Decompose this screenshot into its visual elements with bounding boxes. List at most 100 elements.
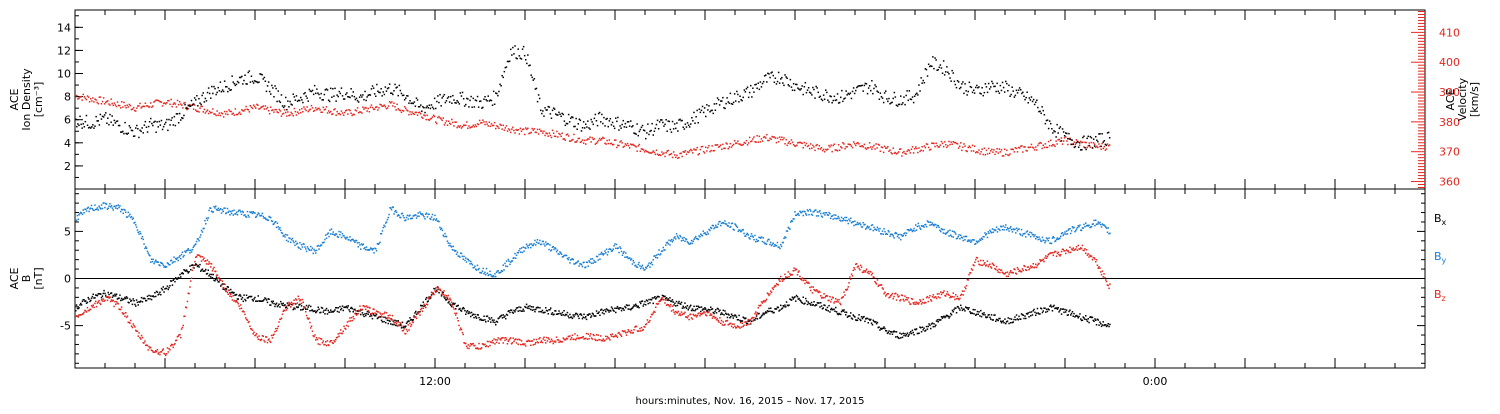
data-point	[131, 216, 133, 218]
data-point	[779, 82, 781, 84]
data-point	[674, 123, 676, 125]
data-point	[485, 274, 487, 276]
data-point	[1079, 313, 1081, 315]
data-point	[675, 305, 677, 307]
data-point	[971, 240, 973, 242]
data-point	[228, 294, 230, 296]
data-point	[448, 96, 450, 98]
data-point	[843, 309, 845, 311]
data-point	[213, 274, 215, 276]
data-point	[808, 210, 810, 212]
data-point	[827, 100, 829, 102]
data-point	[504, 130, 506, 132]
data-point	[138, 304, 140, 306]
data-point	[1043, 110, 1045, 112]
data-point	[106, 296, 108, 298]
data-point	[118, 303, 120, 305]
data-point	[273, 334, 275, 336]
data-point	[877, 227, 879, 229]
data-point	[1027, 230, 1029, 232]
data-point	[828, 145, 830, 147]
data-point	[158, 126, 160, 128]
data-point	[463, 98, 465, 100]
data-point	[539, 129, 541, 131]
data-point	[253, 298, 255, 300]
data-point	[615, 118, 617, 120]
data-point	[918, 225, 920, 227]
data-point	[685, 124, 687, 126]
data-point	[92, 97, 94, 99]
data-point	[957, 143, 959, 145]
data-point	[295, 241, 297, 243]
data-point	[368, 314, 370, 316]
data-point	[1005, 323, 1007, 325]
data-point	[672, 241, 674, 243]
data-point	[440, 118, 442, 120]
data-point	[493, 125, 495, 127]
data-point	[1044, 242, 1046, 244]
data-point	[119, 294, 121, 296]
data-point	[1031, 232, 1033, 234]
data-point	[266, 336, 268, 338]
data-point	[242, 83, 244, 85]
data-point	[728, 314, 730, 316]
data-point	[911, 229, 913, 231]
data-point	[359, 96, 361, 98]
data-point	[1015, 95, 1017, 97]
data-point	[1013, 319, 1015, 321]
data-point	[638, 262, 640, 264]
data-point	[976, 85, 978, 87]
data-point	[344, 237, 346, 239]
data-point	[803, 215, 805, 217]
data-point	[111, 103, 113, 105]
data-point	[294, 245, 296, 247]
data-point	[482, 107, 484, 109]
data-point	[434, 98, 436, 100]
data-point	[425, 119, 427, 121]
data-point	[140, 300, 142, 302]
data-point	[525, 59, 527, 61]
data-point	[494, 104, 496, 106]
data-point	[239, 210, 241, 212]
data-point	[995, 321, 997, 323]
data-point	[166, 102, 168, 104]
data-point	[117, 208, 119, 210]
data-point	[947, 145, 949, 147]
data-point	[291, 104, 293, 106]
data-point	[694, 237, 696, 239]
data-point	[166, 288, 168, 290]
data-point	[1084, 226, 1086, 228]
data-point	[686, 154, 688, 156]
data-point	[561, 133, 563, 135]
data-point	[85, 209, 87, 211]
data-point	[870, 90, 872, 92]
data-point	[444, 233, 446, 235]
data-point	[656, 297, 658, 299]
data-point	[1034, 234, 1036, 236]
data-point	[163, 286, 165, 288]
data-point	[640, 268, 642, 270]
data-point	[303, 244, 305, 246]
data-point	[1014, 96, 1016, 98]
data-point	[808, 214, 810, 216]
data-point	[913, 230, 915, 232]
data-point	[862, 318, 864, 320]
data-point	[176, 259, 178, 261]
data-point	[184, 102, 186, 104]
data-point	[961, 150, 963, 152]
data-point	[1069, 228, 1071, 230]
data-point	[686, 239, 688, 241]
data-point	[471, 107, 473, 109]
data-point	[215, 279, 217, 281]
data-point	[557, 114, 559, 116]
data-point	[828, 215, 830, 217]
data-point	[646, 267, 648, 269]
data-point	[746, 88, 748, 90]
data-point	[92, 306, 94, 308]
data-point	[116, 301, 118, 303]
data-point	[683, 307, 685, 309]
data-point	[726, 97, 728, 99]
data-point	[754, 319, 756, 321]
data-point	[295, 99, 297, 101]
data-point	[963, 308, 965, 310]
